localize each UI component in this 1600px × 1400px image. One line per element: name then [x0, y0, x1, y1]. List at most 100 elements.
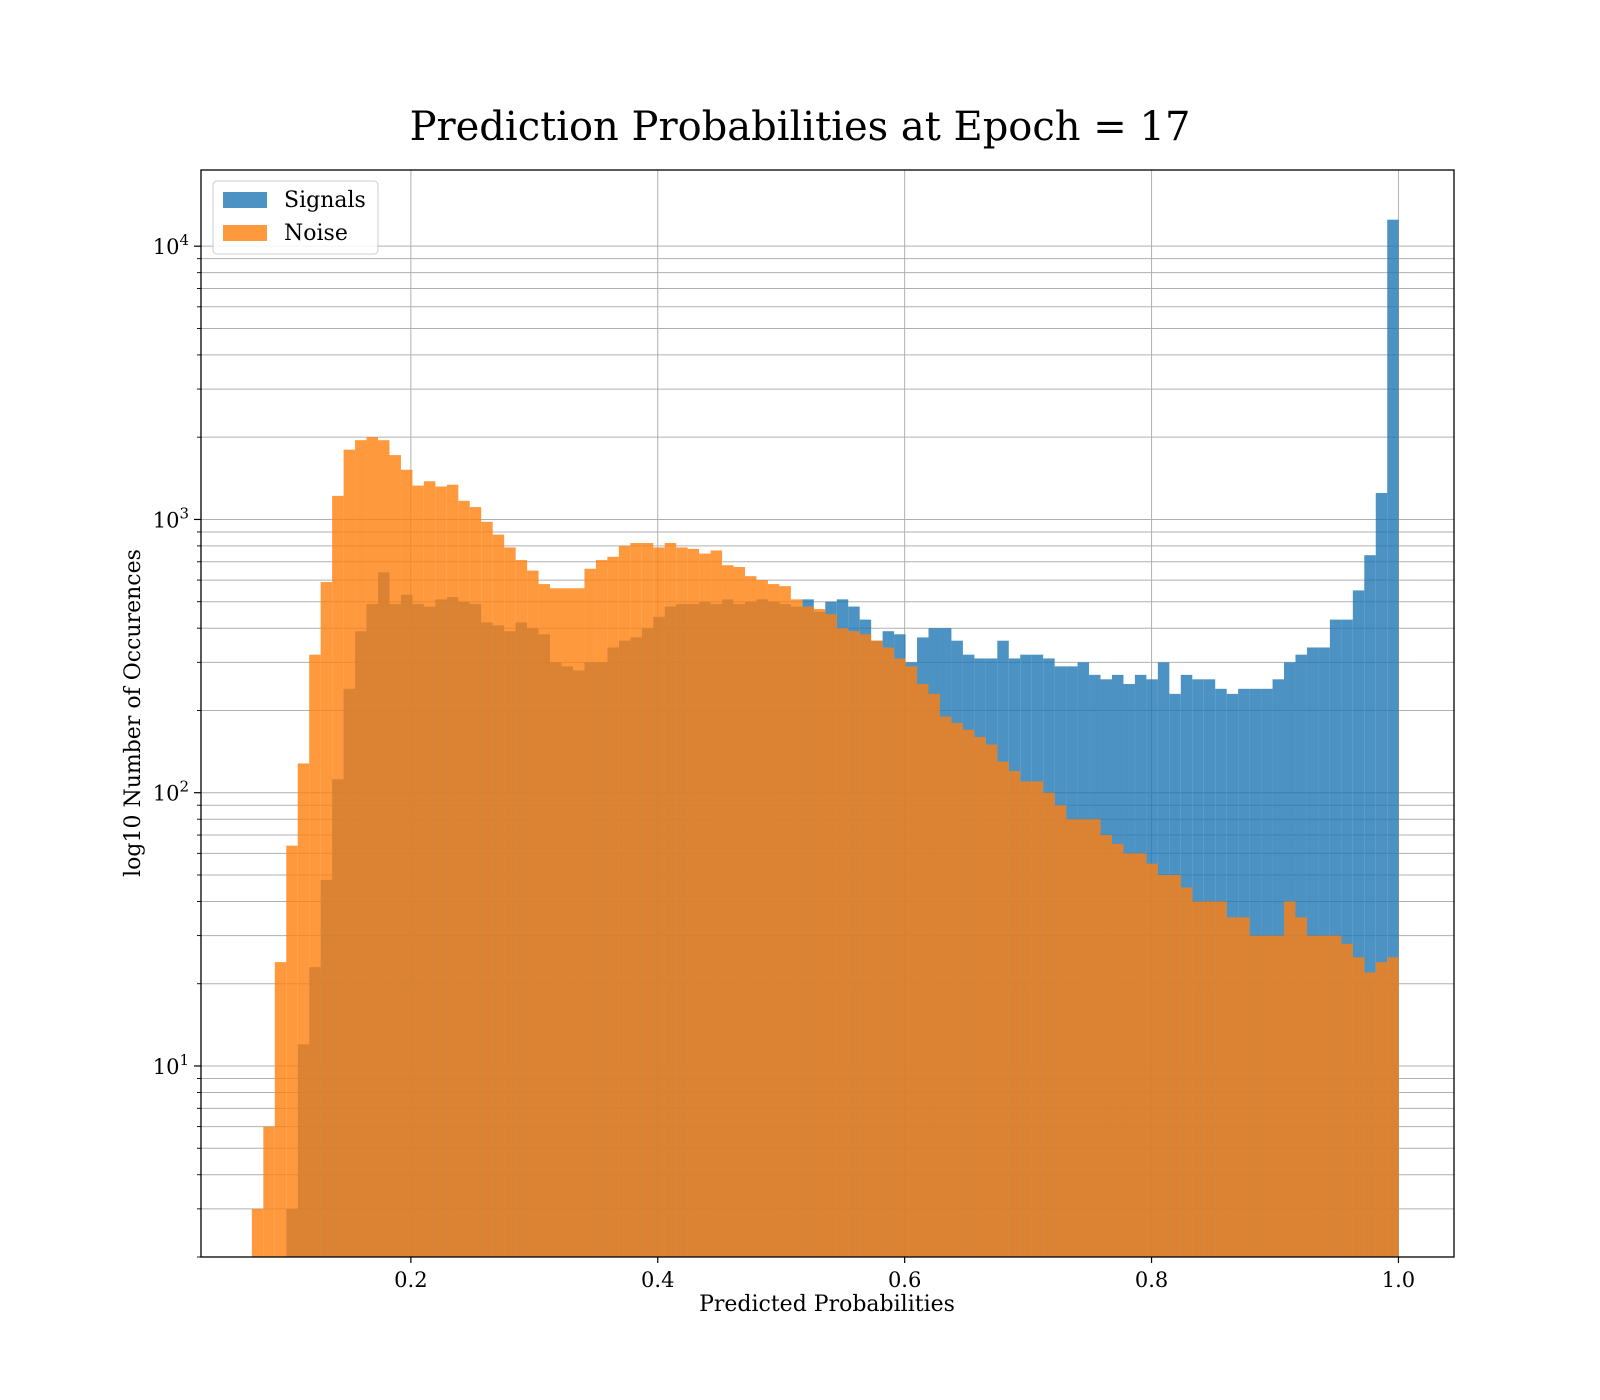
y-axis-label: log10 Number of Occurences — [121, 549, 146, 877]
noise-bar — [1100, 835, 1112, 1257]
y-axis: 101 102 103 104 — [153, 231, 201, 1258]
noise-bar — [1031, 781, 1044, 1257]
noise-bar — [1329, 935, 1342, 1257]
noise-bar — [653, 547, 665, 1257]
noise-bar — [825, 614, 837, 1257]
noise-bar — [1375, 962, 1388, 1257]
signals-bar — [1387, 219, 1399, 1257]
noise-bar — [802, 606, 814, 1257]
noise-bar — [722, 565, 734, 1257]
noise-bar — [1008, 771, 1021, 1257]
noise-bar — [458, 500, 470, 1258]
noise-bar — [251, 1208, 264, 1257]
legend: Signals Noise — [212, 180, 379, 255]
legend-label-signals: Signals — [284, 188, 366, 213]
noise-bar — [790, 599, 803, 1257]
x-axis-label: Predicted Probabilities — [699, 1292, 955, 1317]
noise-bar — [939, 716, 952, 1257]
noise-bar — [504, 547, 516, 1257]
noise-bar — [733, 566, 745, 1257]
noise-bar — [550, 588, 562, 1257]
noise-bar — [263, 1126, 275, 1257]
noise-bar — [1318, 935, 1330, 1257]
noise-bar — [687, 548, 700, 1257]
noise-bar — [1249, 935, 1262, 1257]
chart-title: Prediction Probabilities at Epoch = 17 — [410, 104, 1191, 150]
noise-bar — [917, 683, 929, 1257]
noise-bar — [572, 588, 585, 1257]
noise-bar — [286, 845, 298, 1257]
noise-bar — [343, 449, 356, 1257]
noise-bar — [1364, 972, 1376, 1257]
signals-bar — [1375, 492, 1388, 1258]
noise-bar — [1146, 863, 1158, 1257]
noise-bar — [1134, 853, 1147, 1257]
x-tick-label: 0.2 — [394, 1268, 427, 1292]
noise-bar — [607, 556, 619, 1257]
noise-bar — [997, 761, 1009, 1257]
noise-bar — [412, 485, 424, 1257]
noise-bar — [1066, 819, 1078, 1257]
noise-bar — [366, 437, 379, 1258]
noise-bar — [756, 580, 768, 1257]
noise-bar — [1387, 957, 1399, 1257]
noise-bar — [355, 440, 367, 1257]
noise-bar — [779, 586, 791, 1257]
noise-bar — [1169, 874, 1181, 1257]
noise-bar — [882, 647, 895, 1257]
legend-swatch-noise — [223, 225, 267, 241]
x-axis: 0.2 0.4 0.6 0.8 1.0 — [394, 1257, 1415, 1292]
noise-bar — [274, 962, 287, 1257]
noise-bar — [1341, 943, 1353, 1257]
y-tick-label: 102 — [153, 778, 189, 806]
noise-bar — [641, 542, 654, 1257]
noise-bar — [1284, 901, 1296, 1257]
noise-bar — [1123, 853, 1135, 1257]
noise-bar — [744, 576, 757, 1257]
noise-bar — [974, 736, 986, 1257]
noise-bar — [985, 744, 998, 1257]
noise-bar — [1238, 917, 1250, 1257]
noise-bar — [664, 542, 677, 1257]
x-tick-label: 0.6 — [888, 1268, 921, 1292]
noise-bar — [1180, 887, 1193, 1257]
noise-bar — [595, 560, 608, 1257]
noise-bar — [1272, 935, 1285, 1257]
noise-bar — [813, 609, 826, 1257]
noise-bars — [251, 437, 1399, 1258]
noise-bar — [309, 654, 321, 1257]
noise-bar — [1111, 843, 1124, 1257]
noise-bar — [538, 584, 551, 1257]
noise-bar — [400, 469, 413, 1258]
noise-bar — [871, 640, 883, 1257]
noise-bar — [928, 693, 940, 1257]
noise-bar — [561, 588, 573, 1257]
noise-bar — [1295, 917, 1307, 1257]
noise-bar — [699, 553, 711, 1257]
x-tick-label: 1.0 — [1382, 1268, 1415, 1292]
noise-bar — [710, 550, 723, 1257]
noise-bar — [1020, 781, 1032, 1257]
noise-bar — [1261, 935, 1273, 1257]
noise-bar — [378, 440, 390, 1257]
noise-bar — [1215, 901, 1227, 1257]
noise-bar — [836, 628, 849, 1257]
noise-bar — [1192, 901, 1204, 1257]
signals-bar — [1352, 590, 1365, 1257]
noise-bar — [1054, 805, 1067, 1257]
noise-bar — [1089, 819, 1101, 1257]
noise-bar — [492, 534, 505, 1257]
noise-bar — [332, 495, 344, 1258]
noise-bar — [767, 584, 780, 1257]
noise-bar — [435, 486, 447, 1257]
noise-bar — [515, 560, 528, 1257]
noise-bar — [676, 547, 688, 1257]
y-tick-label: 104 — [153, 231, 189, 259]
noise-bar — [389, 455, 401, 1257]
legend-label-noise: Noise — [284, 221, 348, 246]
y-tick-label: 103 — [153, 504, 189, 532]
noise-bar — [859, 634, 872, 1257]
legend-swatch-signals — [223, 192, 267, 208]
noise-bar — [1077, 819, 1090, 1257]
